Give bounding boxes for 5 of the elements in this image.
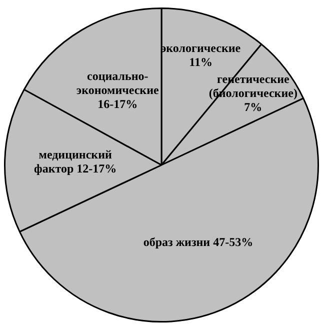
data-label: 7% — [244, 100, 262, 114]
slice-label: медицинский фактор 12-17% — [34, 147, 117, 176]
slice-label: образ жизни 47-53% — [143, 235, 254, 250]
slice-label: социально-экономические 16-17% — [76, 68, 160, 111]
data-label: 11% — [189, 54, 212, 69]
